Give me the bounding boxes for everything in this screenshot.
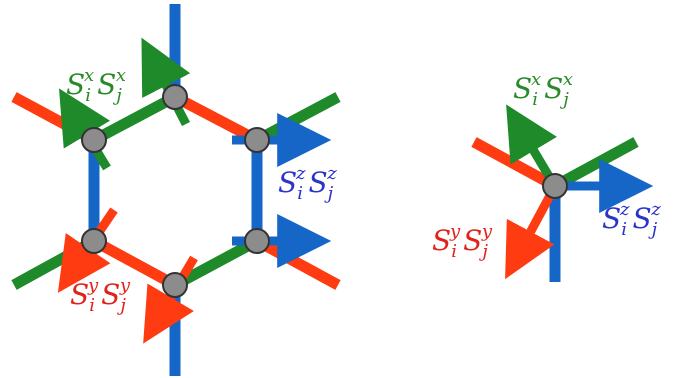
site-top — [162, 84, 188, 110]
hex-edge-y-top-right — [172, 92, 260, 145]
honeycomb-lattice: Six Sjx Siz Sjz Siy Sjy — [11, 4, 341, 376]
bond-y-right-bottom — [254, 236, 341, 290]
single-site-vertex: Six Sjx Siz Sjz Siy Sjy — [432, 69, 661, 282]
bond-x-right-top — [254, 92, 341, 145]
label-z-left: Siz Sjz — [278, 163, 337, 204]
label-x-right: Six Sjx — [513, 69, 573, 110]
hex-edge-x-bottom-right — [172, 236, 260, 290]
site-bottom — [162, 272, 188, 298]
vertex-site — [542, 173, 568, 199]
hex-edge-x-top-left — [91, 92, 178, 145]
vertex-spin-arrow-x — [506, 104, 557, 186]
site-top-right — [244, 127, 270, 153]
site-top-left — [81, 127, 107, 153]
site-bottom-left — [81, 228, 107, 254]
vertex-spin-arrow-y — [505, 187, 557, 280]
label-y-right: Siy Sjy — [432, 221, 493, 262]
vertex-bond-x — [552, 137, 639, 191]
label-y-left: Siy Sjy — [70, 275, 131, 316]
site-bottom-right — [244, 228, 270, 254]
label-z-right: Siz Sjz — [602, 199, 661, 240]
label-x-left: Six Sjx — [66, 65, 126, 106]
